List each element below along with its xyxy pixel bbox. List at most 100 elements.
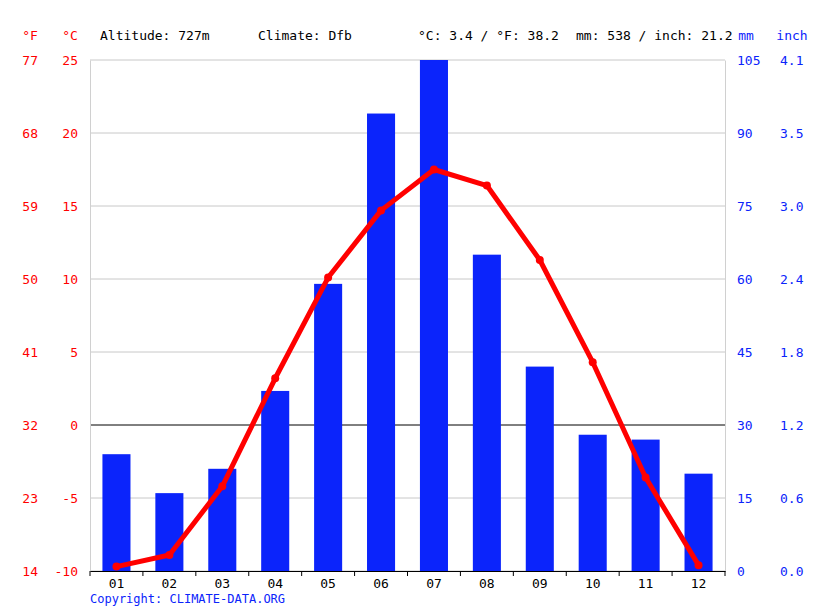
marker: [695, 561, 703, 569]
band-tick: [619, 571, 620, 576]
tick: 59: [22, 199, 90, 214]
tick-label: 0: [70, 418, 78, 433]
tick: 10: [62, 272, 90, 287]
tick-label: 02: [162, 576, 178, 591]
marker: [218, 482, 226, 490]
tick-label: 3.5: [780, 126, 803, 141]
tick: 0.0: [725, 564, 803, 579]
unit-label: mm: [738, 28, 754, 43]
tick-label: 12: [691, 576, 707, 591]
tick: 15: [725, 491, 753, 506]
tick-label: 01: [109, 576, 125, 591]
band-tick: [90, 571, 91, 576]
unit-label: °C: [62, 28, 78, 43]
bar: [314, 284, 342, 571]
unit-label: °F: [22, 28, 38, 43]
tick: 04: [267, 571, 283, 591]
tick-label: 03: [214, 576, 230, 591]
band-tick: [407, 571, 408, 576]
tick: 90: [725, 126, 753, 141]
band-tick: [513, 571, 514, 576]
band-tick: [195, 571, 196, 576]
bar: [420, 60, 448, 571]
band-tick: [566, 571, 567, 576]
band-tick: [142, 571, 143, 576]
tick-label: 05: [320, 576, 336, 591]
tick-label: 10: [585, 576, 601, 591]
tick: -5: [62, 491, 90, 506]
y-axis-alt: 1423324150596877: [22, 53, 90, 579]
tick: 0: [725, 564, 745, 579]
axis-line: [725, 61, 726, 572]
tick-label: 15: [737, 491, 753, 506]
tick-label: 23: [22, 491, 38, 506]
grid-line: [90, 133, 725, 134]
band-tick: [672, 571, 673, 576]
tick: 08: [479, 571, 495, 591]
tick: 5: [70, 345, 90, 360]
tick: 23: [22, 491, 90, 506]
tick: 41: [22, 345, 90, 360]
marker: [589, 358, 597, 366]
tick: 3.5: [725, 126, 803, 141]
tick-label: 5: [70, 345, 78, 360]
band-tick: [460, 571, 461, 576]
tick-label: -10: [55, 564, 78, 579]
plot-area: [102, 60, 712, 571]
tick: 77: [22, 53, 90, 68]
tick-label: 3.0: [780, 199, 803, 214]
tick-label: 11: [638, 576, 654, 591]
grid: [90, 60, 725, 571]
x-axis: 01 02 03 04 05 06 07 08 09 10 11 12: [90, 571, 726, 591]
marker: [271, 374, 279, 382]
band-tick: [248, 571, 249, 576]
tick: 105: [725, 53, 760, 68]
tick-label: 50: [22, 272, 38, 287]
tick-label: 07: [426, 576, 442, 591]
tick: 25: [62, 53, 90, 68]
chart: -10-505101520251423324150596877015304560…: [0, 0, 815, 611]
tick-label: -5: [62, 491, 78, 506]
bar: [261, 391, 289, 571]
tick: 75: [725, 199, 753, 214]
band-tick: [725, 571, 726, 576]
tick-label: 06: [373, 576, 389, 591]
tick-label: 59: [22, 199, 38, 214]
tick-label: 45: [737, 345, 753, 360]
line: [116, 170, 698, 567]
tick: 3.0: [725, 199, 803, 214]
tick-label: 0.6: [780, 491, 803, 506]
tick: 0: [70, 418, 90, 433]
tick-label: 04: [267, 576, 283, 591]
tick: 15: [62, 199, 90, 214]
tick-label: 4.1: [780, 53, 803, 68]
header: °F°CmminchAltitude: 727mClimate: Dfb°C: …: [22, 28, 807, 43]
marker: [377, 206, 385, 214]
tick: 50: [22, 272, 90, 287]
axis-line: [90, 61, 91, 572]
grid-line: [90, 425, 725, 426]
tick: 14: [22, 564, 90, 579]
tick-label: 41: [22, 345, 38, 360]
band-tick: [301, 571, 302, 576]
marker: [642, 474, 650, 482]
tick-label: 0: [737, 564, 745, 579]
bar: [473, 255, 501, 571]
bar: [526, 367, 554, 571]
tick: 03: [214, 571, 230, 591]
tick: 09: [532, 571, 548, 591]
tick-label: 105: [737, 53, 760, 68]
y-axis: -10 -5 0 5 10 15 20 25: [55, 53, 91, 579]
tick: 20: [62, 126, 90, 141]
tick: 02: [162, 571, 178, 591]
tick-label: 1.8: [780, 345, 803, 360]
tick-label: 30: [737, 418, 753, 433]
marker: [430, 166, 438, 174]
tick: 1.8: [725, 345, 803, 360]
grid-line: [90, 498, 725, 499]
grid-line: [90, 206, 725, 207]
tick-label: 20: [62, 126, 78, 141]
tick-label: 32: [22, 418, 38, 433]
tick-label: 60: [737, 272, 753, 287]
tick-label: 1.2: [780, 418, 803, 433]
